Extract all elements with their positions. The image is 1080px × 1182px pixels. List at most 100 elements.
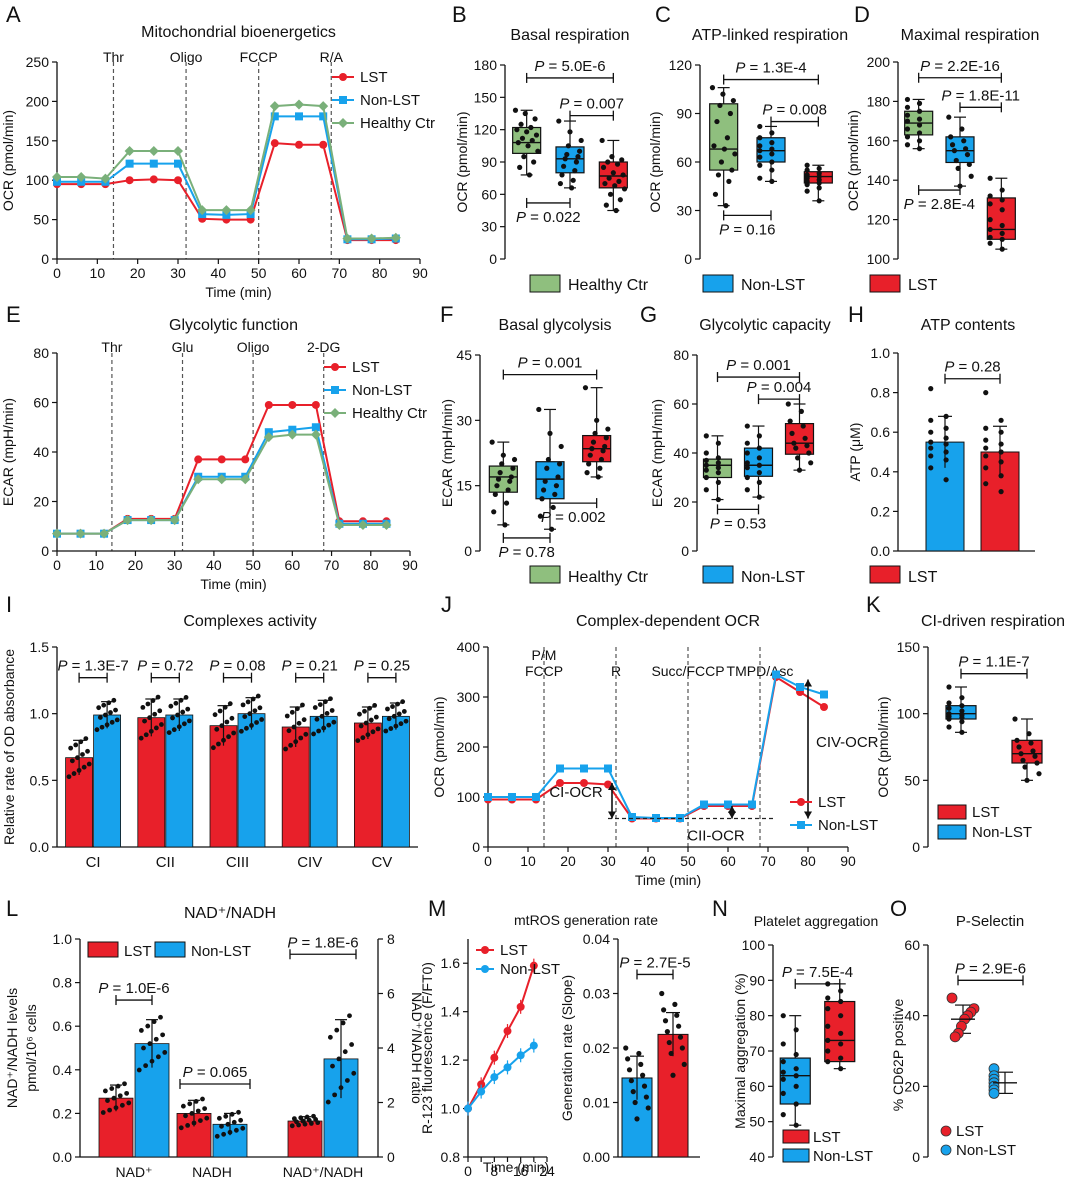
data-point [489,439,495,445]
data-point [999,230,1005,236]
data-point [391,713,397,719]
data-point [124,1090,130,1096]
data-point [114,717,120,723]
data-point-healthy [357,520,368,531]
legend-label: LST [352,359,380,376]
data-point [245,699,251,705]
data-point [641,1083,648,1089]
data-point [1016,744,1022,750]
legend-swatch [702,274,734,293]
panel-O-y-tick-label: 60 [904,937,920,953]
panel-M-x-tick-label: 16 [513,1163,529,1179]
data-point-healthy [52,172,62,183]
panel-title: P-Selectin [956,913,1024,930]
legend-label: Healthy Ctr [568,277,649,294]
data-point [259,717,265,722]
data-point [255,693,261,699]
data-point [951,148,958,154]
data-point [219,1123,224,1129]
data-point [816,198,822,204]
data-point [173,700,179,706]
data-point [558,443,564,450]
data-point [515,140,521,146]
legend-marker [940,1144,952,1156]
data-point [86,761,92,767]
data-point [561,163,567,169]
panel-A-x-tick-label: 70 [332,265,348,281]
pvalue-pvalue: P = 2.8E-4 [904,196,975,213]
data-point [769,178,775,184]
data-point [296,1122,302,1128]
panel-J-y-tick-label: 100 [457,789,481,805]
data-point [101,702,107,708]
data-point [222,704,228,710]
data-point [383,728,389,734]
data-point [659,990,665,997]
data-point [325,1099,331,1105]
legend-swatch [937,824,967,840]
data-point [225,1121,231,1127]
panel-L-y-tick-label: 0.2 [53,1105,73,1121]
pvalue-pvalue: P = 0.72 [137,658,193,675]
data-point [288,742,294,748]
data-point [578,137,584,144]
panel-D: D Maximal respiration 100 120 140 160 180 200 OC… [845,2,1039,267]
data-point [319,713,325,719]
data-point [756,445,762,451]
data-point [987,240,993,246]
legend-label: Non-LST [360,92,420,109]
legend-marker [330,408,340,418]
data-point [531,159,537,165]
data-point [181,721,187,727]
data-point [229,715,235,721]
pvalue-pvalue: P = 7.5E-4 [782,964,853,981]
data-point [166,730,172,735]
panel-C-y-tick-label: 60 [676,154,692,170]
panel-letter: A [6,2,21,27]
data-point [744,423,750,429]
data-point [729,167,735,173]
legend-label: LST [500,942,528,959]
data-point [959,719,965,725]
data-point [238,728,244,734]
panel-M-x-tick-label: 24 [539,1163,555,1179]
data-point [526,172,533,178]
data-point-healthy [173,146,183,157]
panel-A-x-tick-label: 90 [412,265,428,281]
data-point [555,474,561,480]
pvalue-pvalue: P = 1.3E-7 [57,658,128,675]
data-point [744,487,750,493]
pvalue-pvalue: P = 0.16 [719,221,775,238]
data-point [317,702,323,707]
injection-label: FCCP [240,49,278,65]
injection-label: Oligo [170,49,203,65]
data-point [838,1013,844,1019]
panel-title: Complex-dependent OCR [576,613,760,630]
legend-swatch [782,1148,810,1163]
injection-label: R [611,663,621,679]
pvalue-pvalue: P = 0.002 [541,509,606,526]
data-point [709,85,716,91]
data-point-healthy [366,233,377,244]
data-point [793,1066,799,1072]
data-point [315,1120,321,1126]
data-point [395,701,400,707]
data-point [147,1041,153,1047]
y-axis-label: OCR (pmol/min) [845,110,861,211]
data-point [522,110,528,117]
data-point [727,110,733,117]
data-point [521,154,527,160]
data-point [293,739,299,745]
data-point [316,728,322,734]
data-point [331,719,337,725]
pvalue-pvalue: P = 2.2E-16 [920,58,1000,75]
data-point [732,151,738,157]
panel-H-y-tick-label: 0.0 [871,543,891,559]
data-point [838,998,844,1005]
data-point [396,711,402,717]
panel-J-x-tick-label: 0 [484,853,492,869]
data-point [80,752,85,757]
data-point [724,135,731,141]
panel-L-right-y-tick-label: 4 [387,1040,395,1056]
panel-O-y-tick-label: 20 [904,1078,920,1094]
